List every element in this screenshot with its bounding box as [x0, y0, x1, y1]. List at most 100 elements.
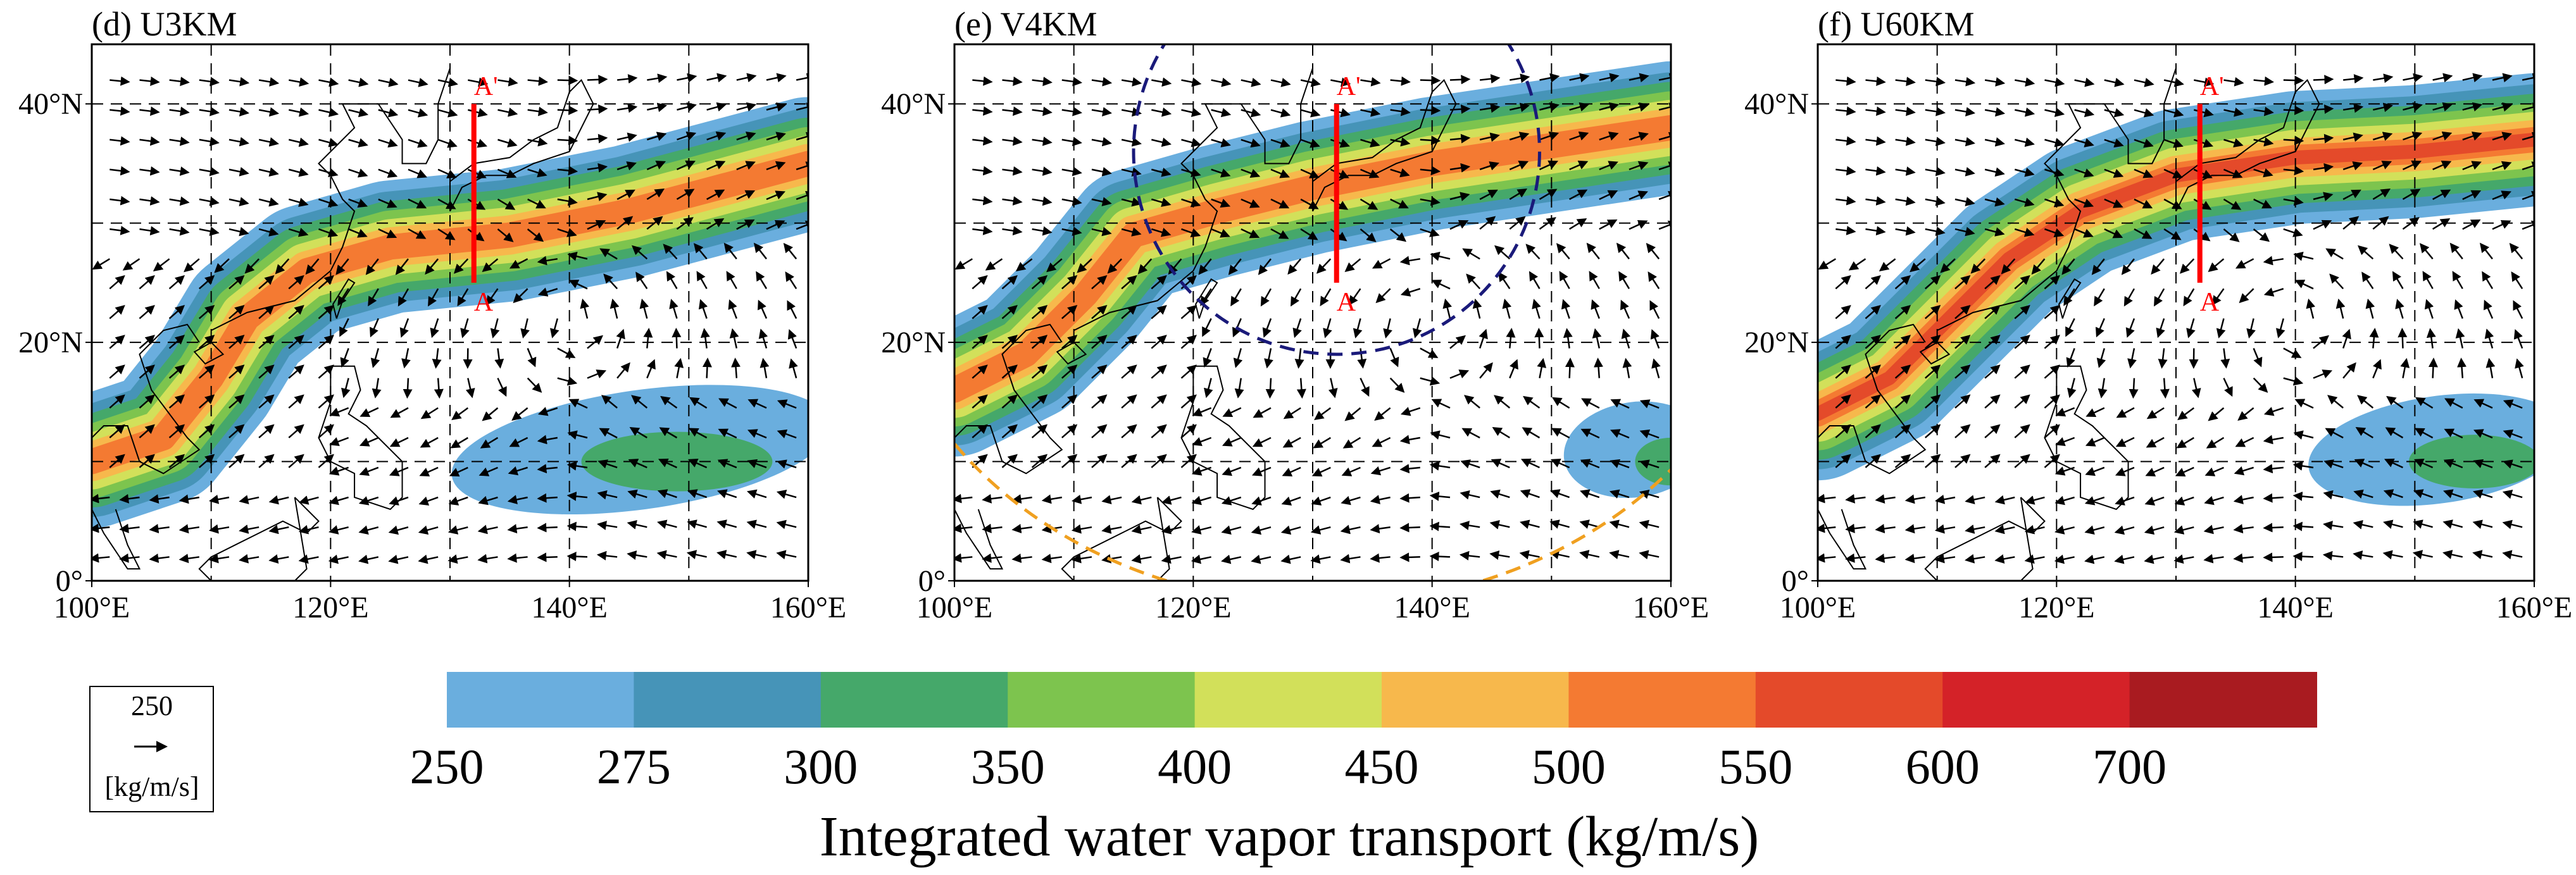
ivt-vector — [1629, 190, 1648, 201]
ivt-vector — [787, 300, 797, 319]
ivt-vector — [228, 227, 249, 237]
ivt-vector — [2323, 459, 2344, 469]
ivt-vector — [1658, 132, 1671, 142]
ivt-vector — [437, 168, 457, 178]
ivt-vector — [1520, 519, 1540, 529]
ivt-vector — [1609, 550, 1630, 559]
ivt-vector — [2502, 550, 2523, 560]
ivt-vector — [2444, 398, 2463, 409]
ivt-vector — [139, 335, 155, 349]
ivt-vector — [1360, 107, 1381, 117]
ivt-vector — [288, 275, 304, 290]
ivt-vector — [378, 198, 397, 208]
ivt-vector — [777, 459, 797, 469]
ivt-vector — [1001, 454, 1018, 468]
ivt-vector — [2426, 328, 2436, 349]
ivt-vector — [2114, 525, 2135, 535]
ivt-vector — [168, 305, 185, 320]
ivt-vector — [368, 288, 379, 307]
ivt-vector — [239, 495, 259, 505]
ivt-vector — [389, 466, 409, 476]
ivt-vector — [139, 166, 160, 176]
ivt-vector — [244, 258, 260, 274]
ivt-vector — [209, 494, 230, 504]
ivt-vector — [299, 495, 319, 505]
ivt-vector — [1629, 73, 1649, 83]
ivt-vector — [647, 102, 668, 113]
ivt-vector — [796, 73, 808, 83]
ivt-vector — [631, 395, 648, 409]
ivt-vector — [1311, 466, 1331, 477]
ivt-vector — [1032, 106, 1053, 116]
ivt-vector — [1221, 525, 1242, 535]
ivt-vector — [340, 348, 349, 368]
ivt-vector — [1061, 106, 1082, 116]
ivt-vector — [1954, 454, 1971, 468]
ivt-vector — [1400, 287, 1421, 297]
ivt-vector — [198, 394, 215, 409]
ivt-vector — [726, 271, 737, 289]
ivt-vector — [1342, 437, 1361, 449]
ivt-vector — [2444, 428, 2463, 438]
ivt-vector — [2353, 550, 2373, 560]
ivt-vector — [1370, 553, 1391, 563]
ivt-vector — [677, 131, 697, 141]
ivt-vector — [258, 335, 275, 349]
ivt-vector — [1198, 258, 1212, 275]
colorbar-swatch — [1568, 672, 1756, 728]
x-tick-label: 100°E — [916, 591, 993, 624]
ivt-vector — [1865, 394, 1881, 409]
ivt-vector — [1330, 168, 1349, 178]
ivt-vector — [1449, 75, 1471, 85]
ivt-vector — [1390, 198, 1409, 209]
ivt-vector — [1191, 466, 1212, 476]
ivt-vector — [1556, 243, 1570, 259]
ivt-vector — [1372, 437, 1391, 447]
ivt-vector — [557, 135, 578, 146]
ivt-vector — [616, 74, 638, 84]
ivt-vector — [2455, 328, 2465, 349]
ivt-vector — [698, 299, 708, 319]
x-tick-label: 160°E — [1633, 591, 1710, 624]
ivt-vector — [1046, 258, 1063, 273]
ivt-vector — [198, 275, 215, 290]
ivt-vector — [639, 299, 649, 319]
ivt-vector — [1954, 394, 1971, 409]
ivt-vector — [328, 495, 349, 506]
ivt-vector — [1270, 168, 1290, 178]
ivt-vector — [1121, 335, 1137, 349]
colorbar-tick-label: 250 — [410, 739, 484, 794]
ivt-vector — [2383, 489, 2403, 499]
ivt-vector — [1230, 288, 1242, 307]
ivt-vector — [2428, 357, 2438, 378]
map-panel-e: A A' (e) V4KM 100°E 120°E 140°E 160°E 0° 20°N 40°… — [881, 5, 1710, 624]
ivt-vector — [1031, 364, 1048, 379]
ivt-vector — [2024, 554, 2045, 564]
ivt-vector — [2144, 525, 2165, 535]
ivt-vector — [599, 248, 618, 260]
ivt-vector — [972, 225, 993, 235]
y-tick-label: 0° — [1782, 564, 1809, 598]
ivt-vector — [268, 524, 289, 535]
ivt-vector — [1489, 520, 1510, 530]
ivt-vector — [1151, 364, 1167, 379]
ivt-vector — [2398, 328, 2408, 349]
ivt-vector — [985, 258, 1003, 271]
ivt-vector — [1180, 335, 1197, 349]
ivt-vector — [676, 217, 694, 230]
ivt-vector — [527, 228, 544, 242]
ivt-vector — [2503, 429, 2523, 439]
colorbar-tick-label: 350 — [971, 739, 1045, 794]
ivt-vector — [348, 108, 369, 118]
ivt-vector — [1211, 168, 1231, 178]
ivt-vector — [1313, 437, 1331, 449]
ivt-vector — [318, 335, 334, 349]
ivt-vector — [178, 524, 199, 534]
ivt-vector — [1270, 228, 1289, 239]
ivt-vector — [1251, 525, 1272, 535]
ivt-vector — [1639, 399, 1660, 409]
ivt-vector — [1431, 280, 1451, 290]
ivt-vector — [1282, 466, 1301, 476]
ivt-vector — [2263, 464, 2284, 474]
ivt-vector — [2125, 318, 2135, 338]
